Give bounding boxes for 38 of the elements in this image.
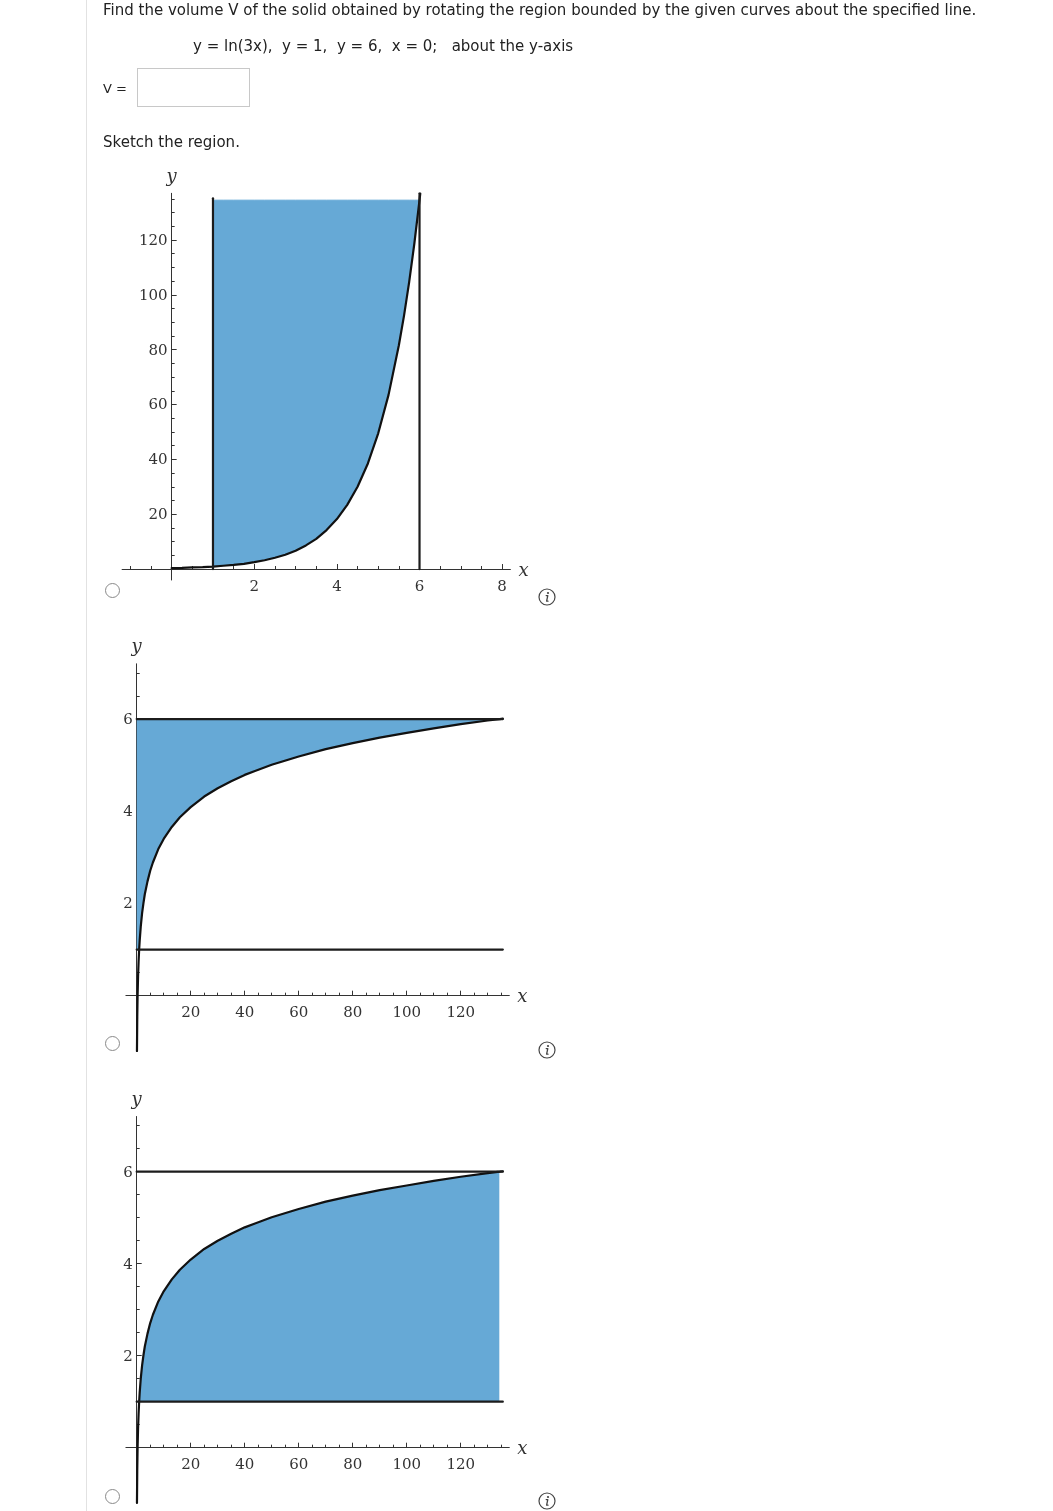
x-axis-title: x <box>517 985 528 1007</box>
x-tick-label: 80 <box>343 1455 363 1474</box>
x-tick-label: 40 <box>235 1455 255 1474</box>
y-axis-title: y <box>165 164 178 186</box>
x-tick-label: 40 <box>235 1003 255 1022</box>
x-tick-label: 20 <box>181 1455 201 1474</box>
x-tick-label: 80 <box>343 1003 363 1022</box>
x-axis-title: x <box>517 1437 528 1459</box>
y-tick-label: 60 <box>148 395 168 414</box>
x-tick-label: 20 <box>181 1003 201 1022</box>
text: V = <box>103 81 127 97</box>
y-tick-label: 120 <box>139 230 168 249</box>
chart-subtitle: y = ln(3x), y = 1, y = 6, x = 0; about the y-axis <box>193 37 574 55</box>
chart-title: Find the volume V of the solid obtained by rotating the region bounded by the given curves about the specified line. <box>103 1 977 19</box>
y-tick-label: 100 <box>139 285 168 304</box>
y-tick-label: 80 <box>148 340 168 359</box>
x-tick-label: 2 <box>249 576 260 595</box>
y-axis-title: y <box>130 1088 143 1109</box>
text: Sketch the region. <box>103 133 240 151</box>
x-tick-label: 120 <box>446 1455 476 1474</box>
x-tick-label: 100 <box>392 1455 422 1474</box>
y-axis-title: y <box>130 635 143 657</box>
y-tick-label: 6 <box>123 710 133 729</box>
y-tick-label: 4 <box>123 802 133 821</box>
x-tick-label: 120 <box>446 1003 476 1022</box>
y-tick-label: 20 <box>148 505 168 524</box>
y-tick-label: 4 <box>123 1254 133 1273</box>
x-tick-label: 100 <box>392 1003 422 1022</box>
x-tick-label: 6 <box>414 576 425 595</box>
y-tick-label: 2 <box>123 894 133 913</box>
y-tick-label: 2 <box>123 1346 133 1365</box>
x-axis-title: x <box>518 558 529 580</box>
x-tick-label: 60 <box>289 1455 309 1474</box>
x-tick-label: 4 <box>332 576 342 595</box>
x-tick-label: 8 <box>497 576 507 595</box>
y-tick-label: 40 <box>148 450 168 469</box>
x-tick-label: 60 <box>289 1003 309 1022</box>
y-tick-label: 6 <box>123 1162 133 1181</box>
